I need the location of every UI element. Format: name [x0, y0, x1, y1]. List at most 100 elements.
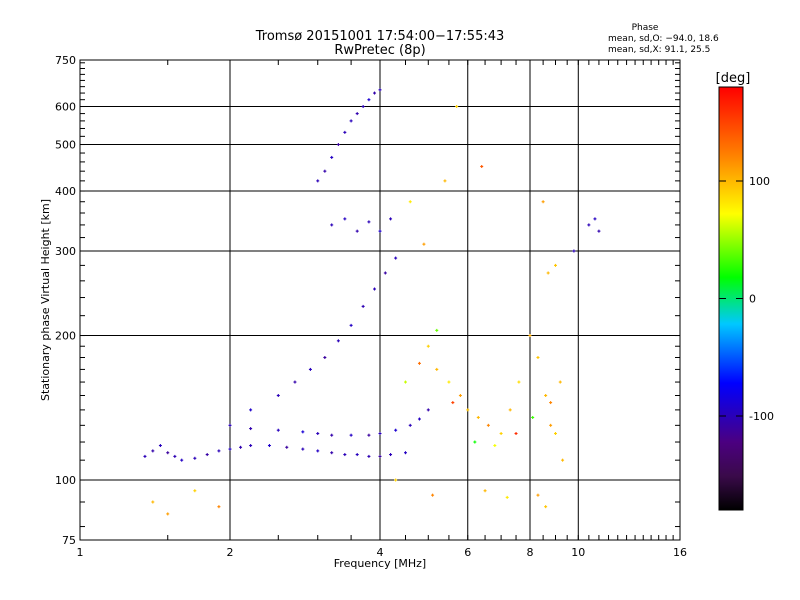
x-mode-point — [549, 423, 553, 427]
colorbar-tick-label: 0 — [749, 293, 756, 306]
y-tick-label: 100 — [55, 474, 76, 487]
o-mode-point — [301, 447, 305, 451]
o-mode-point — [355, 453, 359, 457]
x-mode-point — [455, 105, 459, 109]
x-mode-point — [443, 179, 447, 183]
x-mode-point — [473, 440, 477, 444]
x-mode-point — [426, 344, 430, 348]
o-mode-point — [355, 229, 359, 233]
o-mode-point — [267, 444, 271, 448]
x-mode-point — [408, 200, 412, 204]
o-mode-point — [343, 217, 347, 221]
x-mode-point — [466, 408, 470, 412]
o-mode-point — [151, 449, 155, 453]
o-mode-point — [373, 287, 377, 291]
o-mode-point — [343, 130, 347, 134]
x-mode-point — [483, 489, 487, 493]
x-mode-point — [514, 432, 518, 436]
x-mode-point — [549, 401, 553, 405]
x-mode-point — [553, 263, 557, 267]
x-tick-label: 1 — [77, 546, 84, 559]
x-mode-point — [193, 489, 197, 493]
o-mode-point — [285, 445, 289, 449]
o-mode-point — [343, 453, 347, 457]
o-mode-point — [316, 449, 320, 453]
x-mode-point — [546, 271, 550, 275]
o-mode-point — [389, 453, 393, 457]
o-mode-point — [355, 112, 359, 116]
o-mode-point — [597, 229, 601, 233]
o-mode-point — [180, 458, 184, 462]
colorbar-label: [deg] — [716, 71, 751, 86]
o-mode-point — [166, 451, 170, 455]
x-tick-label: 2 — [227, 546, 234, 559]
y-tick-label: 500 — [55, 139, 76, 152]
o-mode-point — [572, 249, 576, 253]
x-mode-point — [531, 415, 535, 419]
x-mode-point — [528, 334, 532, 338]
x-mode-point — [536, 493, 540, 497]
x-mode-point — [553, 432, 557, 436]
o-mode-point — [367, 454, 371, 458]
y-tick-label: 750 — [55, 54, 76, 67]
o-mode-point — [205, 453, 209, 457]
o-mode-point — [158, 444, 162, 448]
o-mode-point — [143, 454, 147, 458]
o-mode-point — [301, 430, 305, 434]
x-mode-point — [217, 505, 221, 509]
x-tick-label: 4 — [377, 546, 384, 559]
o-mode-point — [361, 304, 365, 308]
chart-title: Tromsø 20151001 17:54:00−17:55:43 — [255, 29, 505, 44]
x-mode-point — [486, 423, 490, 427]
o-mode-point — [593, 217, 597, 221]
o-mode-point — [336, 339, 340, 343]
x-mode-point — [447, 380, 451, 384]
x-mode-point — [431, 493, 435, 497]
o-mode-point — [367, 220, 371, 224]
o-mode-point — [367, 433, 371, 437]
y-tick-label: 300 — [55, 245, 76, 258]
colorbar-ticks: 100 0 -100 — [719, 175, 774, 423]
x-mode-point — [505, 495, 509, 499]
y-tick-label: 400 — [55, 185, 76, 198]
x-mode-point — [458, 394, 462, 398]
o-mode-point — [330, 155, 334, 159]
o-mode-point — [217, 449, 221, 453]
o-mode-point — [249, 427, 253, 431]
o-mode-point — [389, 217, 393, 221]
o-mode-point — [367, 98, 371, 102]
x-mode-point — [403, 380, 407, 384]
x-mode-point — [417, 361, 421, 365]
x-tick-labels: 1 2 4 6 8 10 16 — [77, 546, 688, 559]
x-mode-point — [541, 200, 545, 204]
o-mode-point — [249, 408, 253, 412]
y-tick-label: 200 — [55, 330, 76, 343]
o-mode-point — [373, 91, 377, 95]
y-axis-label: Stationary phase Virtual Height [km] — [39, 199, 52, 401]
o-mode-point — [426, 408, 430, 412]
x-mode-point — [536, 355, 540, 359]
x-tick-label: 6 — [464, 546, 471, 559]
phase-legend-o: mean, sd,O: −94.0, 18.6 — [608, 34, 719, 44]
o-mode-point — [173, 454, 177, 458]
x-mode-point — [544, 394, 548, 398]
o-mode-point — [394, 256, 398, 260]
o-mode-point — [349, 323, 353, 327]
o-mode-point — [276, 428, 280, 432]
x-axis-label: Frequency [MHz] — [334, 557, 426, 570]
o-mode-point — [330, 433, 334, 437]
phase-legend-x: mean, sd,X: 91.1, 25.5 — [608, 45, 710, 55]
o-mode-point — [378, 432, 382, 436]
x-mode-point — [499, 432, 503, 436]
x-mode-point — [422, 242, 426, 246]
o-mode-point — [316, 432, 320, 436]
o-mode-point — [308, 367, 312, 371]
o-mode-point — [323, 355, 327, 359]
x-mode-point — [451, 401, 455, 405]
o-mode-point — [330, 451, 334, 455]
o-mode-point — [349, 119, 353, 123]
x-mode-point — [435, 367, 439, 371]
x-mode-point — [480, 164, 484, 168]
o-mode-point — [408, 423, 412, 427]
o-mode-point — [323, 169, 327, 173]
